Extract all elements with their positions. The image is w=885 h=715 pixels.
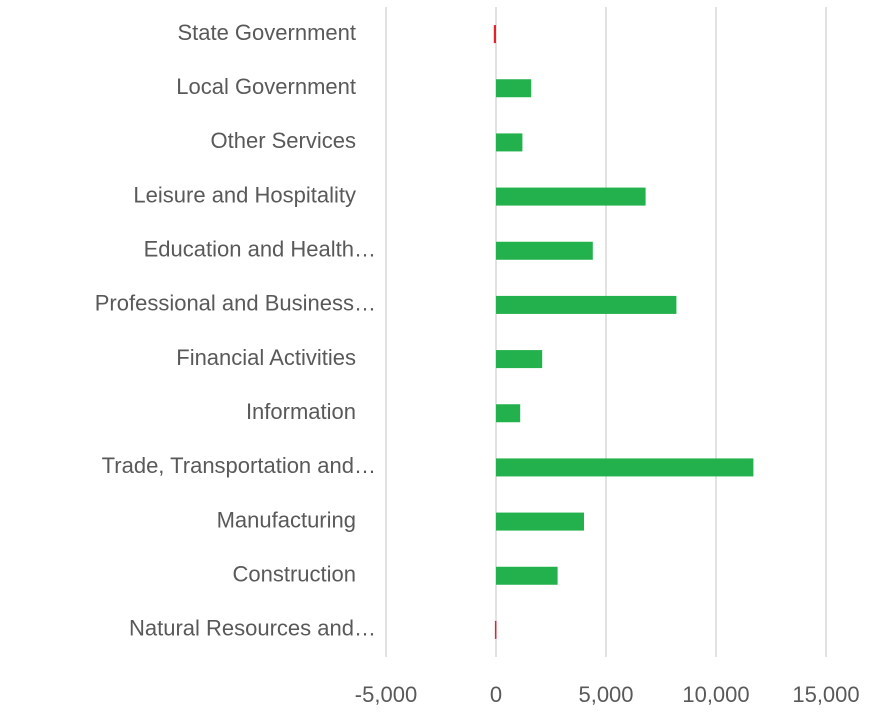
x-tick-label: 10,000 [682, 682, 749, 707]
y-tick-label: State Government [177, 20, 356, 45]
bar [496, 79, 532, 98]
y-tick-label: Natural Resources and… [129, 616, 376, 641]
bar [496, 187, 646, 206]
y-tick-label: Other Services [211, 128, 357, 153]
y-tick-label: Construction [232, 562, 356, 587]
y-tick-label: Local Government [176, 74, 356, 99]
y-tick-label: Professional and Business… [95, 291, 376, 316]
x-tick-label: 0 [490, 682, 502, 707]
x-tick-label: -5,000 [355, 682, 417, 707]
y-tick-label: Leisure and Hospitality [133, 182, 356, 207]
y-tick-label: Manufacturing [217, 507, 356, 532]
bar [493, 25, 496, 44]
bar [496, 133, 523, 152]
bar [496, 566, 558, 585]
x-tick-label: 15,000 [792, 682, 859, 707]
bar [496, 404, 521, 423]
x-tick-label: 5,000 [578, 682, 633, 707]
bar [496, 458, 754, 477]
y-tick-label: Trade, Transportation and… [102, 453, 376, 478]
bar [496, 350, 543, 369]
bar [494, 620, 497, 639]
bar [496, 241, 593, 260]
y-tick-label: Education and Health… [144, 237, 376, 262]
bar [496, 512, 584, 531]
y-tick-label: Information [246, 399, 356, 424]
y-tick-label: Financial Activities [176, 345, 356, 370]
bar [496, 295, 677, 314]
